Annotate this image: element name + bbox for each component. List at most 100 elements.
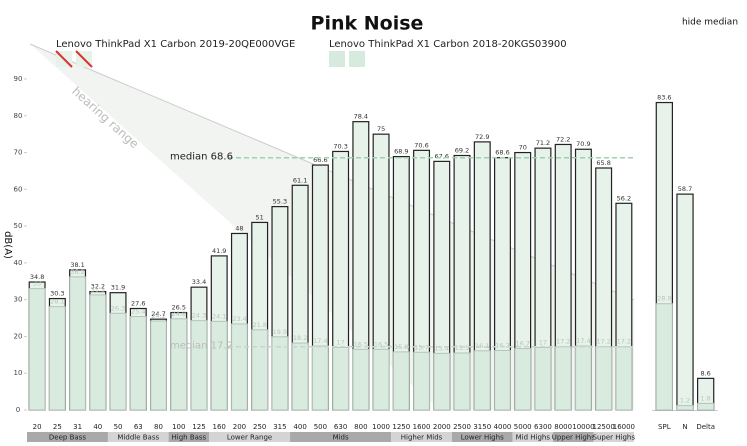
bar	[129, 316, 147, 411]
y-tick-label: 70	[14, 149, 23, 157]
value-label: 17.2	[556, 338, 570, 346]
x-tick-label: 12500	[593, 423, 615, 431]
x-tick-label: 16000	[613, 423, 635, 431]
bar	[210, 320, 228, 411]
value-label: 16.5	[374, 340, 388, 348]
bar	[494, 349, 511, 411]
value-label: 72.9	[475, 133, 489, 141]
value-label: 23.4	[232, 315, 246, 323]
legend-strike	[75, 50, 93, 68]
bar	[575, 345, 592, 411]
median-label: median 68.6	[170, 152, 233, 163]
bar	[655, 303, 673, 411]
x-tick-label: 1600	[413, 423, 431, 431]
x-tick-label: 2000	[433, 423, 451, 431]
bar	[413, 351, 430, 411]
bar	[190, 320, 208, 411]
value-label: 17.4	[576, 337, 590, 345]
hide-median-button[interactable]: hide median	[682, 18, 738, 28]
bar	[697, 402, 715, 411]
value-label: 1.2	[680, 397, 690, 405]
value-label: 51	[256, 213, 264, 221]
median-label: median 17.2	[170, 341, 233, 352]
x-tick-label: 160	[213, 423, 226, 431]
y-tick-label: 90	[14, 75, 23, 83]
value-label: 18.2	[293, 334, 307, 342]
value-label: 38.1	[70, 261, 84, 269]
x-tick-label: 6300	[534, 423, 552, 431]
bar	[352, 348, 370, 411]
value-label: 28.9	[657, 295, 671, 303]
x-tick-label: 40	[93, 423, 102, 431]
y-tick-label: 20	[14, 332, 23, 340]
x-tick-label: 5000	[514, 423, 532, 431]
x-tick-label: 400	[293, 423, 306, 431]
x-tick-label: 1250	[392, 423, 410, 431]
bar	[372, 348, 390, 411]
value-label: 70.9	[576, 140, 590, 148]
group-band	[168, 432, 210, 442]
x-tick-label: 315	[273, 423, 286, 431]
x-tick-label: 125	[192, 423, 205, 431]
x-tick-label: SPL	[658, 423, 671, 431]
bar	[69, 276, 86, 411]
value-label: 16.1	[475, 342, 489, 350]
value-label: 25.4	[131, 308, 145, 316]
value-label: 17.2	[596, 338, 610, 346]
hearing-line	[29, 43, 635, 301]
y-tick-label: 10	[14, 369, 23, 377]
value-label: 56.2	[617, 194, 631, 202]
value-label: 72.2	[556, 135, 570, 143]
bar	[473, 350, 491, 411]
x-tick-label: 100	[172, 423, 185, 431]
bar	[433, 352, 451, 411]
bar	[595, 346, 613, 411]
bar	[676, 193, 694, 411]
bar	[271, 336, 289, 411]
value-label: 8.6	[700, 369, 710, 377]
y-tick-label: 60	[14, 185, 23, 193]
x-tick-label: 10000	[572, 423, 594, 431]
x-tick-label: 200	[233, 423, 246, 431]
group-band	[593, 432, 634, 442]
bar	[28, 288, 46, 411]
bar	[453, 352, 471, 411]
x-tick-label: 4000	[494, 423, 512, 431]
x-tick-label: 50	[114, 423, 123, 431]
value-label: 24.3	[192, 312, 206, 320]
group-label: Deep Bass	[49, 434, 86, 442]
x-tick-label: 630	[334, 423, 347, 431]
value-label: 67.6	[435, 152, 449, 160]
value-label: 68.9	[394, 148, 408, 156]
value-label: 26.5	[172, 304, 186, 312]
value-label: 34.8	[30, 273, 44, 281]
x-tick-label: 3150	[473, 423, 491, 431]
value-label: 68.6	[495, 149, 509, 157]
legend-swatch	[349, 51, 365, 67]
legend-swatch	[329, 51, 345, 67]
value-label: 41.9	[212, 247, 226, 255]
bar	[534, 346, 552, 411]
legend-label: Lenovo ThinkPad X1 Carbon 2019-20QE000VG…	[56, 39, 295, 50]
value-label: 24.1	[212, 312, 226, 320]
value-label: 31.9	[111, 284, 125, 292]
group-label: High Bass	[172, 434, 207, 442]
bar	[615, 346, 633, 411]
y-tick-label: 30	[14, 296, 23, 304]
y-tick-label: 80	[14, 112, 23, 120]
value-label: 16.2	[495, 341, 509, 349]
bar	[89, 294, 107, 411]
value-label: 75	[377, 125, 385, 133]
value-label: 61.1	[293, 176, 307, 184]
x-tick-label: N	[682, 423, 687, 431]
value-label: 65.8	[596, 159, 610, 167]
bar	[251, 329, 269, 411]
bar	[231, 323, 248, 411]
value-label: 70	[519, 144, 527, 152]
y-axis-label: dB(A)	[2, 231, 13, 259]
value-label: 70.3	[333, 142, 347, 150]
value-label: 17	[336, 338, 344, 346]
bar	[291, 342, 309, 411]
value-label: 48	[235, 224, 243, 232]
